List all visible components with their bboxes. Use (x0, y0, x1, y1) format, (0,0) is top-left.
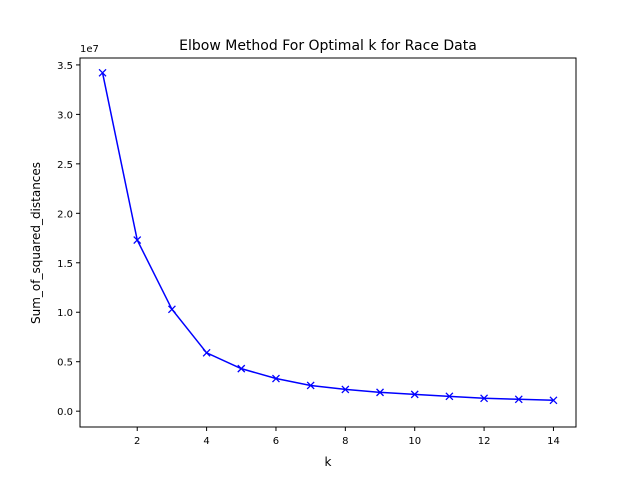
data-point-marker (376, 388, 384, 397)
marker-stroke (133, 236, 142, 244)
marker-stroke (306, 381, 315, 390)
x-tick-label: 8 (342, 436, 348, 447)
x-tick-label: 6 (273, 436, 279, 447)
marker-stroke (272, 374, 280, 383)
data-point-marker (410, 390, 419, 399)
y-tick-label: 1.5 (57, 259, 73, 270)
y-tick-label: 2.5 (57, 160, 73, 171)
y-tick-label: 2.0 (57, 209, 73, 220)
x-tick-label: 12 (478, 436, 491, 447)
marker-stroke (341, 385, 350, 394)
data-point-marker (549, 396, 558, 405)
data-point-marker (167, 305, 176, 314)
chart-title: Elbow Method For Optimal k for Race Data (179, 38, 477, 54)
y-tick-label: 0.0 (57, 407, 73, 418)
marker-stroke (514, 395, 523, 404)
y-tick-label: 3.5 (57, 61, 73, 72)
x-tick-label: 14 (547, 436, 560, 447)
marker-stroke (549, 396, 558, 405)
data-point-marker (341, 385, 350, 394)
series-layer (98, 68, 558, 405)
data-point-marker (237, 364, 246, 373)
plot-area-frame (79, 57, 577, 428)
y-tick-label: 1.0 (57, 308, 73, 319)
y-axis-label: Sum_of_squared_distances (29, 162, 43, 324)
marker-stroke (445, 392, 454, 401)
marker-stroke (410, 390, 419, 399)
marker-stroke (376, 388, 384, 397)
marker-stroke (98, 68, 107, 77)
data-point-marker (202, 348, 211, 357)
series-line (101, 72, 554, 402)
y-axis-ticks: 0.0 0.5 1.0 1.5 2.0 2.5 3.0 3.5 (57, 61, 80, 418)
data-point-marker (272, 374, 280, 383)
data-point-marker (98, 68, 107, 77)
x-tick-label: 2 (134, 436, 140, 447)
marker-stroke (167, 305, 176, 314)
x-tick-label: 10 (408, 436, 421, 447)
data-point-marker (133, 236, 142, 244)
data-point-marker (445, 392, 454, 401)
data-point-marker (480, 394, 489, 403)
data-point-marker (306, 381, 315, 390)
marker-stroke (202, 348, 211, 357)
x-axis-ticks: 2 4 6 8 10 12 14 (134, 427, 560, 447)
x-tick-label: 4 (203, 436, 209, 447)
marker-stroke (480, 394, 489, 403)
marker-stroke (237, 364, 246, 373)
y-tick-label: 0.5 (57, 358, 73, 369)
y-tick-label: 3.0 (57, 110, 73, 121)
y-offset-label: 1e7 (80, 44, 99, 55)
data-point-marker (514, 395, 523, 404)
x-axis-label: k (325, 455, 332, 469)
